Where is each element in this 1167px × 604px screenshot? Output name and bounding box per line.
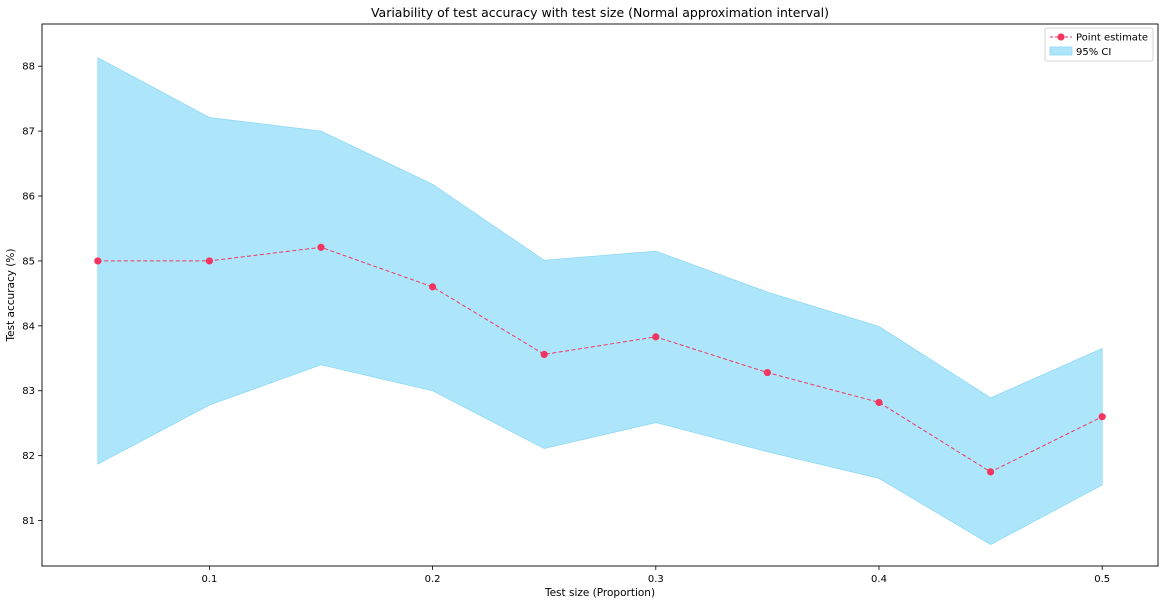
point-estimate-marker xyxy=(540,350,548,358)
y-tick-label: 82 xyxy=(22,451,35,462)
point-estimate-marker xyxy=(763,368,772,377)
point-estimate-line xyxy=(97,246,1103,473)
y-tick-label: 83 xyxy=(22,386,35,397)
x-axis-ticks: 0.1 0.2 0.3 0.4 0.5 xyxy=(201,566,1110,585)
x-axis-label: Test size (Proportion) xyxy=(544,587,655,599)
x-tick-label: 0.5 xyxy=(1094,574,1110,585)
y-tick-label: 87 xyxy=(22,127,35,138)
legend-ci-label: 95% CI xyxy=(1076,47,1111,58)
x-tick-label: 0.1 xyxy=(201,574,217,585)
x-tick-label: 0.4 xyxy=(871,574,887,585)
y-tick-label: 84 xyxy=(22,321,35,332)
legend: Point estimate 95% CI xyxy=(1044,27,1154,62)
y-tick-label: 86 xyxy=(22,192,35,203)
point-estimate-marker xyxy=(94,257,102,265)
point-estimate-marker xyxy=(429,283,437,291)
legend-point-estimate-marker xyxy=(1057,33,1065,41)
point-estimate-marker xyxy=(1098,413,1106,421)
y-tick-label: 81 xyxy=(22,516,35,527)
point-estimate-layer xyxy=(94,243,1106,476)
ci-band xyxy=(97,57,1103,546)
chart-title: Variability of test accuracy with test s… xyxy=(371,5,829,20)
legend-point-estimate-label: Point estimate xyxy=(1076,33,1148,44)
point-estimate-marker xyxy=(317,243,325,251)
y-tick-label: 88 xyxy=(22,62,35,73)
plot-frame xyxy=(41,23,1159,567)
y-axis-label: Test accuracy (%) xyxy=(5,249,17,343)
point-estimate-marker xyxy=(987,468,995,476)
x-tick-label: 0.3 xyxy=(648,574,664,585)
point-estimate-marker xyxy=(652,333,660,341)
x-tick-label: 0.2 xyxy=(425,574,441,585)
point-estimate-marker xyxy=(205,257,213,265)
confidence-band-layer xyxy=(97,57,1103,546)
y-tick-label: 85 xyxy=(22,256,35,267)
point-estimate-marker xyxy=(875,398,883,407)
y-axis-ticks: 81 82 83 84 85 86 87 88 xyxy=(22,62,42,527)
legend-ci-patch xyxy=(1049,46,1073,56)
